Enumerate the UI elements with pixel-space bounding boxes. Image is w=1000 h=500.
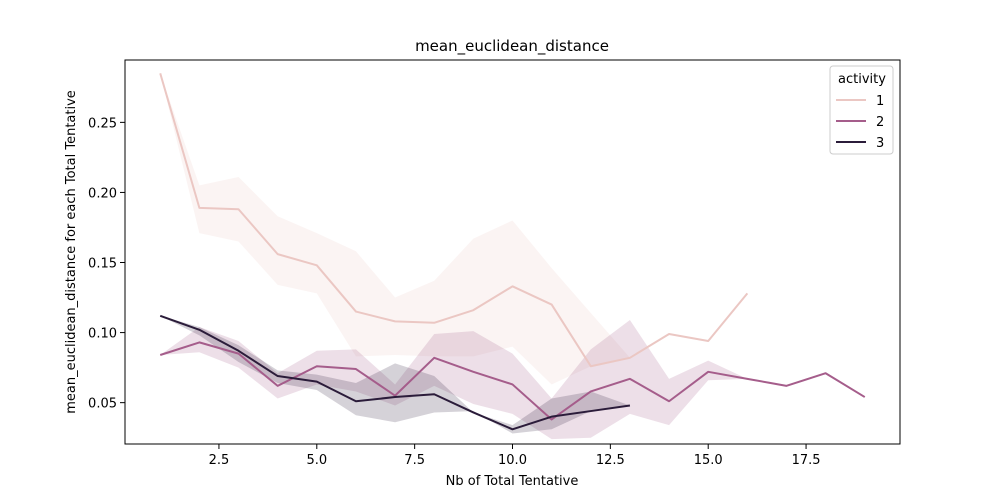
x-tick-label: 2.5	[209, 453, 230, 468]
series-line-activity-3	[159, 314, 631, 431]
confidence-band-activity-2	[160, 319, 865, 440]
series-line-activity-2	[159, 341, 866, 421]
x-tick-label: 5.0	[306, 453, 327, 468]
legend-label-activity-2: 2	[876, 115, 884, 130]
confidence-band-activity-1	[160, 73, 748, 385]
legend-label-activity-1: 1	[876, 94, 884, 109]
y-axis-title: mean_euclidean_distance for each Total T…	[64, 90, 79, 414]
x-axis-title: Nb of Total Tentative	[446, 474, 579, 489]
y-tick-label: 0.15	[88, 257, 117, 272]
chart-title: mean_euclidean_distance	[415, 37, 609, 56]
legend-title: activity	[838, 72, 886, 87]
y-tick-label: 0.20	[88, 186, 117, 201]
x-axis: 2.5 5.0 7.5 10.0 12.5 15.0 17.5	[209, 444, 821, 468]
y-tick-label: 0.25	[88, 116, 117, 131]
x-tick-label: 17.5	[792, 453, 821, 468]
legend: activity 1 2 3	[829, 65, 894, 155]
y-tick-label: 0.05	[88, 397, 117, 412]
x-tick-label: 7.5	[404, 453, 425, 468]
x-tick-label: 10.0	[498, 453, 527, 468]
y-axis: 0.05 0.10 0.15 0.20 0.25	[88, 116, 125, 412]
y-tick-label: 0.10	[88, 327, 117, 342]
legend-frame	[829, 65, 894, 155]
legend-label-activity-3: 3	[876, 136, 884, 151]
plot-area	[159, 73, 866, 440]
x-tick-label: 12.5	[596, 453, 625, 468]
x-tick-label: 15.0	[694, 453, 723, 468]
series-line-activity-1	[159, 73, 749, 368]
confidence-band-activity-3	[160, 315, 630, 434]
